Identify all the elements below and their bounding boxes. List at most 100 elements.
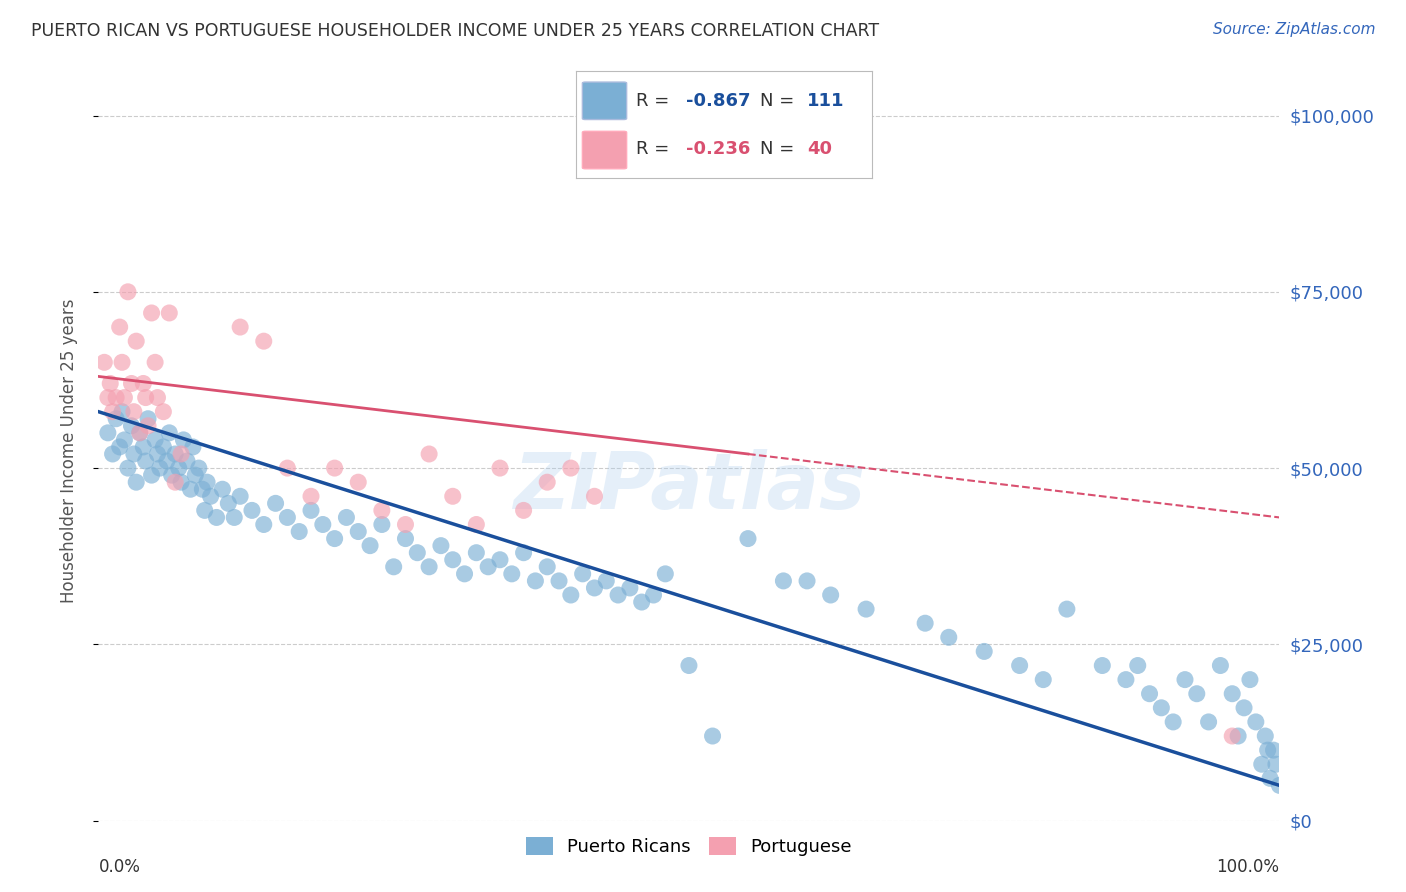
Point	[195, 475, 218, 490]
Point	[654, 566, 676, 581]
Point	[371, 517, 394, 532]
Point	[607, 588, 630, 602]
Point	[441, 489, 464, 503]
Point	[253, 334, 276, 348]
Point	[149, 461, 172, 475]
Text: -0.236: -0.236	[686, 140, 749, 158]
Point	[229, 489, 252, 503]
Point	[702, 729, 724, 743]
Point	[211, 482, 233, 496]
Point	[141, 468, 163, 483]
Point	[1227, 729, 1250, 743]
Text: 40: 40	[807, 140, 832, 158]
Point	[548, 574, 571, 588]
Point	[583, 581, 606, 595]
Legend: Puerto Ricans, Portuguese: Puerto Ricans, Portuguese	[519, 830, 859, 863]
Point	[382, 559, 405, 574]
Point	[323, 532, 346, 546]
Point	[465, 517, 488, 532]
Point	[117, 461, 139, 475]
Point	[112, 433, 135, 447]
Point	[1233, 701, 1256, 715]
Point	[820, 588, 842, 602]
Point	[489, 461, 512, 475]
Point	[1258, 772, 1281, 786]
Point	[194, 503, 217, 517]
Point	[1198, 714, 1220, 729]
Point	[122, 405, 145, 419]
Point	[276, 510, 298, 524]
Point	[187, 461, 209, 475]
Point	[465, 546, 488, 560]
Point	[125, 475, 148, 490]
Point	[170, 475, 193, 490]
Point	[170, 447, 193, 461]
Point	[157, 425, 180, 440]
Point	[1239, 673, 1261, 687]
Text: 100.0%: 100.0%	[1216, 858, 1279, 876]
Point	[678, 658, 700, 673]
Text: R =: R =	[636, 92, 675, 110]
Text: -0.867: -0.867	[686, 92, 751, 110]
Text: N =: N =	[759, 92, 800, 110]
Point	[132, 376, 155, 391]
Point	[1244, 714, 1267, 729]
Point	[276, 461, 298, 475]
Point	[312, 517, 335, 532]
Point	[1091, 658, 1114, 673]
Point	[737, 532, 759, 546]
Point	[180, 482, 202, 496]
Point	[105, 391, 128, 405]
Point	[1115, 673, 1137, 687]
Point	[135, 454, 157, 468]
Point	[229, 320, 252, 334]
FancyBboxPatch shape	[582, 131, 627, 169]
Point	[136, 418, 159, 433]
Point	[973, 644, 995, 658]
Point	[97, 425, 120, 440]
Point	[200, 489, 222, 503]
Point	[217, 496, 239, 510]
Point	[1185, 687, 1208, 701]
Point	[191, 482, 214, 496]
Point	[156, 454, 179, 468]
Point	[914, 616, 936, 631]
Point	[121, 376, 143, 391]
Point	[111, 355, 134, 369]
Point	[299, 503, 322, 517]
Point	[101, 405, 124, 419]
Point	[117, 285, 139, 299]
Point	[1056, 602, 1078, 616]
Point	[1139, 687, 1161, 701]
Point	[160, 468, 183, 483]
Point	[111, 405, 134, 419]
Point	[323, 461, 346, 475]
Point	[512, 503, 534, 517]
Point	[108, 320, 131, 334]
Point	[121, 418, 143, 433]
Text: 0.0%: 0.0%	[98, 858, 141, 876]
Point	[595, 574, 617, 588]
Point	[184, 468, 207, 483]
Point	[132, 440, 155, 454]
Point	[128, 425, 150, 440]
Point	[418, 447, 440, 461]
Point	[264, 496, 287, 510]
Point	[501, 566, 523, 581]
Point	[288, 524, 311, 539]
Point	[524, 574, 547, 588]
Point	[143, 355, 166, 369]
Point	[359, 539, 381, 553]
Point	[105, 411, 128, 425]
Point	[224, 510, 246, 524]
Y-axis label: Householder Income Under 25 years: Householder Income Under 25 years	[59, 298, 77, 603]
Point	[165, 447, 187, 461]
Text: R =: R =	[636, 140, 675, 158]
Point	[135, 391, 157, 405]
Point	[122, 447, 145, 461]
Text: 111: 111	[807, 92, 844, 110]
Text: N =: N =	[759, 140, 800, 158]
Point	[512, 546, 534, 560]
Point	[489, 553, 512, 567]
Point	[1209, 658, 1232, 673]
